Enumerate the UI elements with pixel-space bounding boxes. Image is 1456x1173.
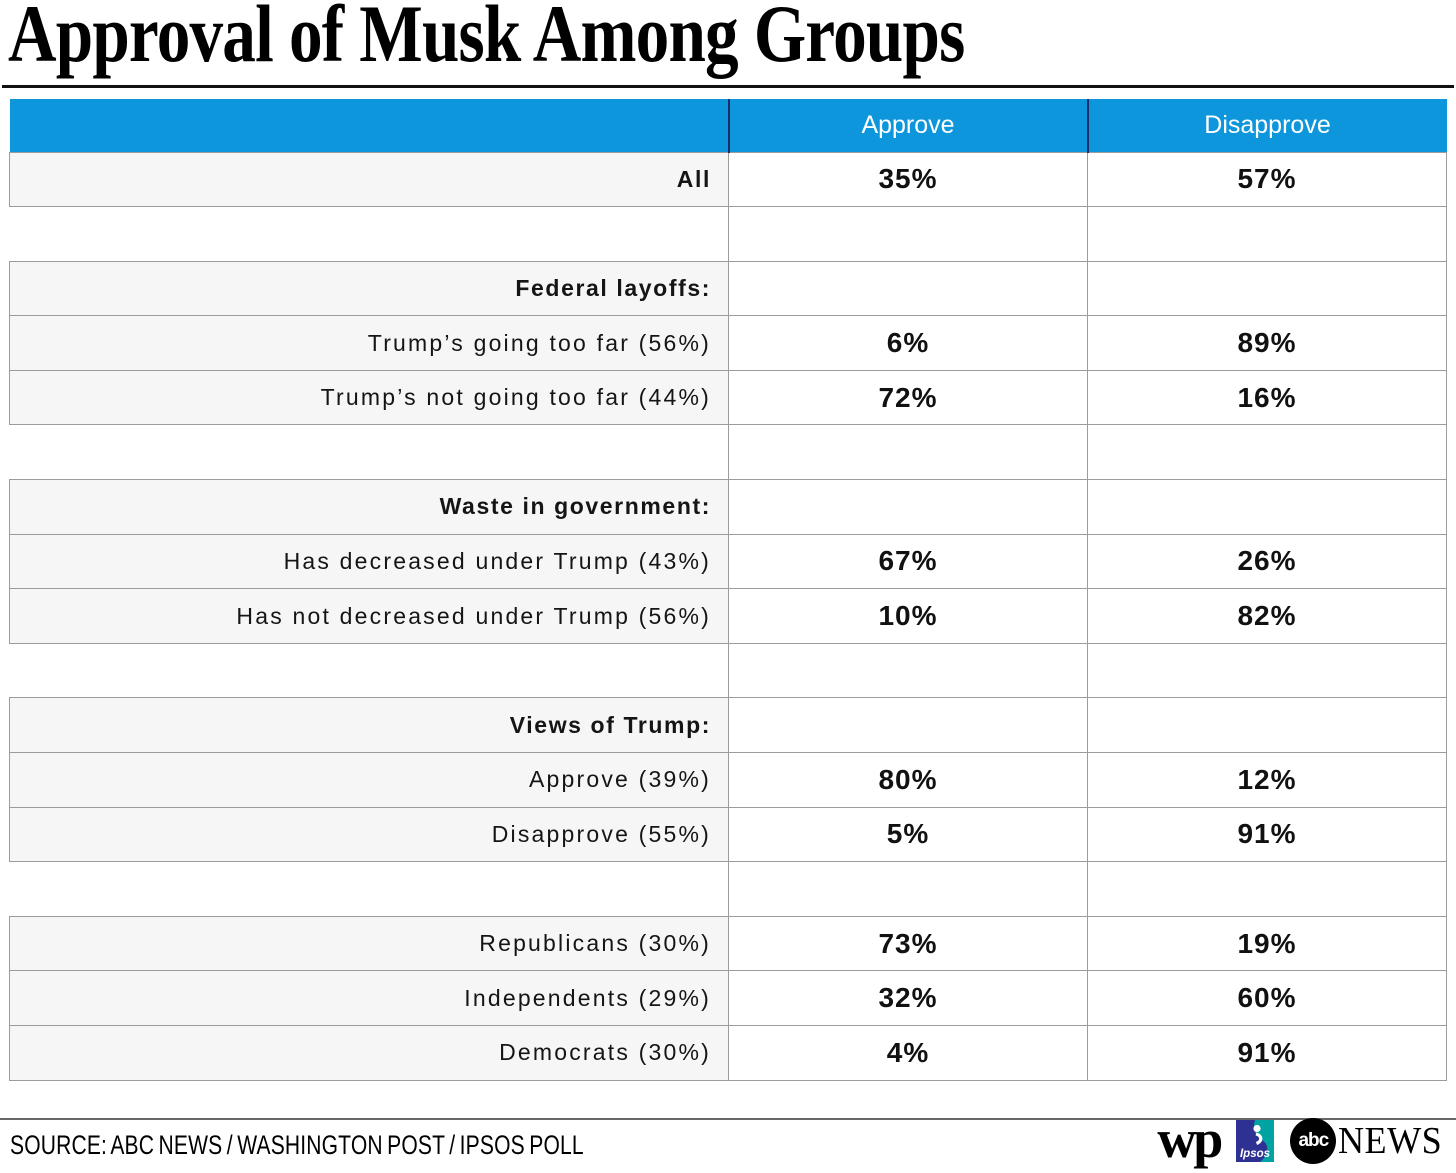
row-label: Independents (29%) xyxy=(9,970,729,1026)
section-row-views-of-trump: Views of Trump: xyxy=(9,697,1447,754)
disapprove-value: 91% xyxy=(1087,1025,1447,1081)
spacer-cell xyxy=(10,643,729,698)
section-row-federal-layoffs: Federal layoffs: xyxy=(9,260,1447,317)
page-title: Approval of Musk Among Groups xyxy=(8,0,965,79)
footer-logos: wp Ipsos abc NEWS xyxy=(1157,1109,1448,1169)
disapprove-value xyxy=(1087,260,1447,317)
poll-table: Approve Disapprove All 35% 57% Federal l… xyxy=(9,99,1447,1081)
table-row: Independents (29%) 32% 60% xyxy=(9,970,1447,1026)
disapprove-value: 60% xyxy=(1087,970,1447,1026)
col-header-approve: Approve xyxy=(727,99,1088,152)
row-label: Approve (39%) xyxy=(9,752,729,808)
spacer-cell xyxy=(10,207,729,262)
ipsos-wordmark: Ipsos xyxy=(1240,1148,1270,1160)
approve-value: 72% xyxy=(728,369,1088,426)
approve-value: 67% xyxy=(728,533,1088,590)
disapprove-value: 12% xyxy=(1087,752,1447,808)
spacer-row xyxy=(10,206,1447,262)
disapprove-value: 91% xyxy=(1087,806,1447,863)
spacer-cell xyxy=(728,643,1088,698)
spacer-cell xyxy=(728,206,1088,262)
approve-value: 35% xyxy=(728,151,1088,208)
row-label: Has not decreased under Trump (56%) xyxy=(9,588,729,644)
spacer-row xyxy=(10,861,1447,917)
table-row: Democrats (30%) 4% 91% xyxy=(9,1025,1447,1081)
approve-value: 10% xyxy=(728,588,1088,644)
table-row-all: All 35% 57% xyxy=(9,151,1447,208)
approve-value: 73% xyxy=(728,915,1088,972)
title-divider xyxy=(2,85,1454,88)
table-row: Has decreased under Trump (43%) 67% 26% xyxy=(9,533,1447,590)
table-row: Trump’s going too far (56%) 6% 89% xyxy=(9,315,1447,371)
approve-value: 32% xyxy=(728,970,1088,1026)
spacer-cell xyxy=(728,424,1088,480)
table-row: Trump’s not going too far (44%) 72% 16% xyxy=(9,369,1447,426)
approve-value: 6% xyxy=(728,315,1088,371)
disapprove-value xyxy=(1087,697,1447,754)
spacer-cell xyxy=(10,862,729,917)
approve-value: 80% xyxy=(728,752,1088,808)
disapprove-value: 82% xyxy=(1087,588,1447,644)
abc-circle-mark: abc xyxy=(1290,1118,1337,1164)
abc-news-logo: abc NEWS xyxy=(1290,1118,1448,1164)
approve-value xyxy=(728,479,1088,535)
table-row: Approve (39%) 80% 12% xyxy=(9,752,1447,808)
section-label: Views of Trump: xyxy=(9,697,729,754)
row-label: Disapprove (55%) xyxy=(9,806,729,863)
ipsos-logo: Ipsos xyxy=(1236,1120,1275,1162)
col-header-disapprove: Disapprove xyxy=(1086,99,1447,152)
section-label: Federal layoffs: xyxy=(9,260,729,317)
table-row: Has not decreased under Trump (56%) 10% … xyxy=(9,588,1447,644)
source-text: SOURCE: ABC NEWS / WASHINGTON POST / IPS… xyxy=(10,1130,584,1160)
footer-divider xyxy=(0,1118,1456,1120)
row-label: Republicans (30%) xyxy=(9,915,729,972)
spacer-cell xyxy=(1087,643,1447,698)
spacer-cell xyxy=(1087,861,1447,917)
disapprove-value: 89% xyxy=(1087,315,1447,371)
section-label: Waste in government: xyxy=(9,479,729,535)
approve-value xyxy=(728,697,1088,754)
disapprove-value xyxy=(1087,479,1447,535)
row-label: All xyxy=(9,151,729,208)
disapprove-value: 57% xyxy=(1087,151,1447,208)
disapprove-value: 26% xyxy=(1087,533,1447,590)
table-row: Republicans (30%) 73% 19% xyxy=(9,915,1447,972)
approve-value xyxy=(728,260,1088,317)
header-empty-cell xyxy=(9,99,729,152)
washington-post-logo: wp xyxy=(1157,1109,1223,1169)
approve-value: 4% xyxy=(728,1025,1088,1081)
row-label: Has decreased under Trump (43%) xyxy=(9,533,729,590)
disapprove-value: 16% xyxy=(1087,369,1447,426)
spacer-cell xyxy=(728,861,1088,917)
row-label: Trump’s not going too far (44%) xyxy=(9,369,729,426)
abc-news-wordmark: NEWS xyxy=(1338,1120,1443,1162)
table-row: Disapprove (55%) 5% 91% xyxy=(9,806,1447,863)
spacer-cell xyxy=(10,425,729,480)
section-row-waste-in-government: Waste in government: xyxy=(9,479,1447,535)
spacer-cell xyxy=(1087,424,1447,480)
row-label: Trump’s going too far (56%) xyxy=(9,315,729,371)
row-label: Democrats (30%) xyxy=(9,1025,729,1081)
header-row: Approve Disapprove xyxy=(9,99,1447,152)
approve-value: 5% xyxy=(728,806,1088,863)
spacer-row xyxy=(10,643,1447,698)
spacer-cell xyxy=(1087,206,1447,262)
disapprove-value: 19% xyxy=(1087,915,1447,972)
spacer-row xyxy=(10,424,1447,480)
